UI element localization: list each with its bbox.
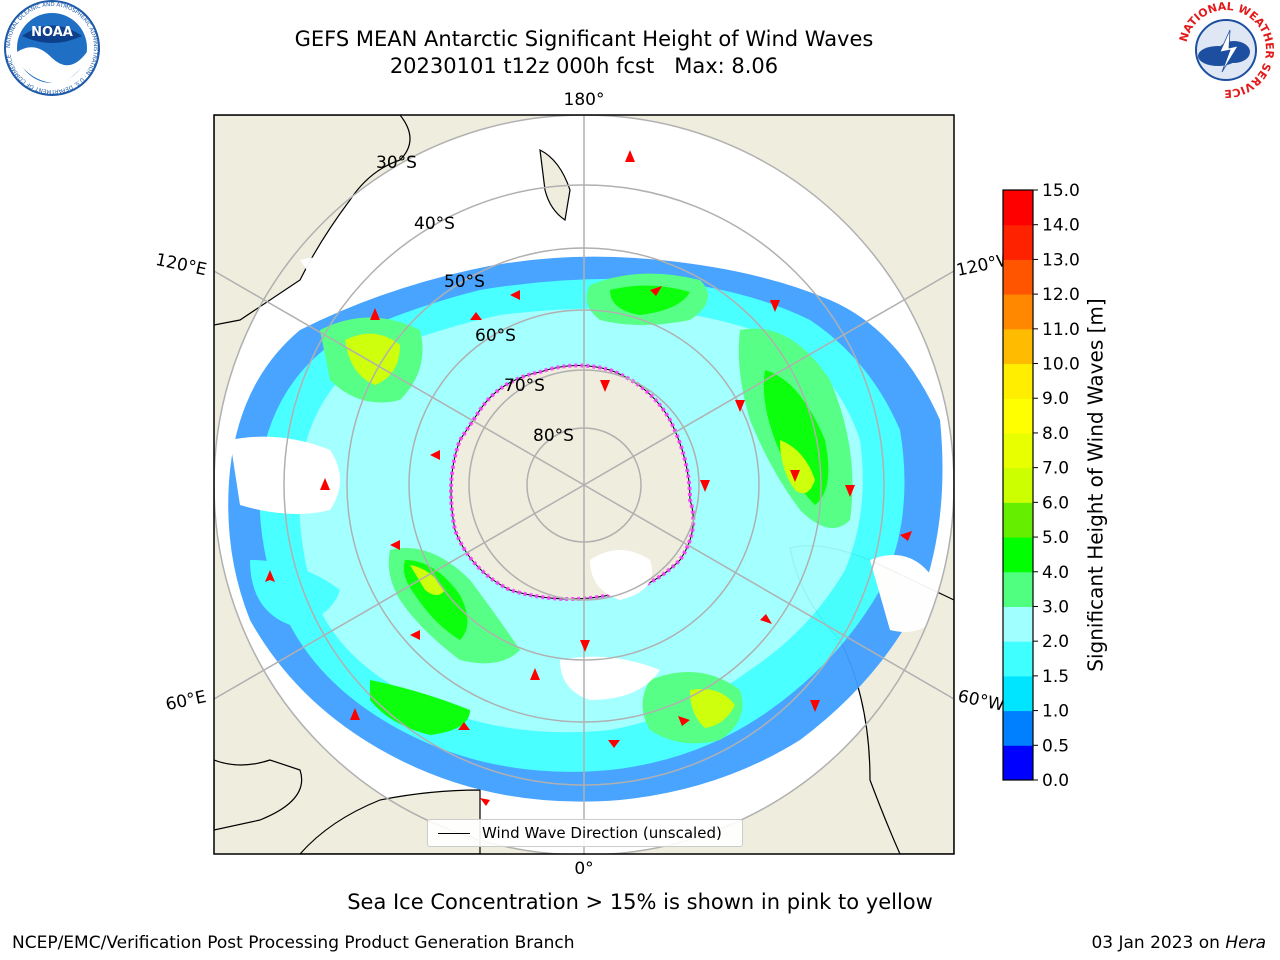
colorbar-tick-label: 15.0	[1042, 181, 1080, 201]
legend-line-sample	[438, 832, 470, 834]
colorbar-tick-label: 13.0	[1042, 250, 1080, 270]
colorbar-segment	[1003, 190, 1033, 226]
arrow	[790, 470, 800, 482]
noaa-logo: NOAA NATIONAL OCEANIC AND ATMOSPHERIC AD…	[4, 0, 100, 96]
colorbar: 0.0 0.5 1.0 1.5 2.0 3.0 4.0 5.0 6.0 7.0 8.0 9.0 10.0…	[1002, 181, 1080, 791]
footer-credit: NCEP/EMC/Verification Post Processing Pr…	[12, 933, 575, 953]
footer-machine: Hera	[1225, 933, 1266, 953]
arrow	[600, 380, 610, 392]
arrow	[760, 614, 772, 624]
arrow	[458, 722, 470, 730]
arrow	[410, 630, 420, 640]
lat-label-40s: 40°S	[414, 214, 455, 234]
colorbar-segment	[1003, 224, 1033, 260]
arrow	[265, 570, 275, 582]
colorbar-tick-label: 4.0	[1042, 563, 1069, 583]
plot-subtitle: 20230101 t12z 000h fcst Max: 8.06	[389, 54, 779, 78]
colorbar-segment	[1003, 259, 1033, 295]
sea-ice-edge	[449, 363, 696, 601]
colorbar-segment	[1003, 294, 1033, 330]
arrow	[700, 480, 710, 492]
lat-label-50s: 50°S	[444, 272, 485, 292]
colorbar-segment	[1003, 641, 1033, 677]
arrow	[320, 478, 330, 490]
colorbar-segment	[1003, 502, 1033, 538]
colorbar-segment	[1003, 432, 1033, 469]
colorbar-segment	[1003, 328, 1033, 365]
lon-label-120e: 120°E	[154, 250, 209, 280]
colorbar-segment	[1003, 745, 1033, 781]
footer-date-text: 03 Jan 2023 on	[1091, 933, 1226, 953]
arrow	[580, 640, 590, 652]
colorbar-tick-label: 1.5	[1042, 667, 1069, 687]
colorbar-segment	[1003, 467, 1033, 503]
arrow	[390, 540, 400, 550]
lon-label-60e: 60°E	[164, 687, 208, 715]
colorbar-tick-label: 0.5	[1042, 736, 1069, 756]
colorbar-segment	[1003, 606, 1033, 642]
colorbar-segment	[1003, 537, 1033, 573]
meridian-60e-120w	[214, 270, 954, 700]
lat-label-60s: 60°S	[475, 326, 516, 346]
nws-logo: NATIONAL WEATHER SERVICE	[1177, 0, 1276, 100]
arrow	[430, 450, 440, 460]
colorbar-tick-label: 9.0	[1042, 389, 1069, 409]
arrow	[470, 312, 482, 320]
arrow	[770, 300, 780, 312]
lon-label-180: 180°	[564, 90, 605, 110]
colorbar-tick-label: 7.0	[1042, 459, 1069, 479]
madagascar-region	[214, 759, 303, 831]
colorbar-tick-label: 3.0	[1042, 597, 1069, 617]
arrow	[650, 286, 662, 296]
colorbar-tick-label: 8.0	[1042, 424, 1069, 444]
lat-label-70s: 70°S	[504, 376, 545, 396]
arrow	[350, 708, 360, 720]
colorbar-tick-label: 0.0	[1042, 771, 1069, 791]
colorbar-tick-label: 10.0	[1042, 355, 1080, 375]
arrow	[608, 740, 620, 748]
arrow	[480, 798, 490, 806]
arrow	[678, 716, 690, 726]
arrow	[625, 150, 635, 162]
colorbar-segment	[1003, 675, 1033, 712]
lat-label-80s: 80°S	[533, 426, 574, 446]
map-legend: Wind Wave Direction (unscaled)	[427, 819, 743, 847]
arrow	[510, 290, 520, 300]
plot-title: GEFS MEAN Antarctic Significant Height o…	[294, 27, 874, 51]
map-content	[214, 115, 954, 854]
sea-ice-caption: Sea Ice Concentration > 15% is shown in …	[347, 890, 933, 914]
arrow	[530, 668, 540, 680]
wave-direction-arrows	[265, 150, 912, 806]
new-zealand	[539, 148, 571, 222]
lat-label-30s: 30°S	[376, 153, 417, 173]
colorbar-tick-label: 1.0	[1042, 702, 1069, 722]
arrow	[845, 485, 855, 497]
map-frame	[213, 114, 955, 855]
colorbar-tick-label: 12.0	[1042, 285, 1080, 305]
colorbar-tick-label: 2.0	[1042, 632, 1069, 652]
latitude-labels: 30°S 40°S 50°S 60°S 70°S 80°S	[376, 153, 574, 446]
noaa-logo-text: NOAA	[31, 25, 73, 40]
colorbar-segment	[1003, 571, 1033, 607]
colorbar-tick-label: 6.0	[1042, 493, 1069, 513]
colorbar-tick-label: 5.0	[1042, 528, 1069, 548]
colorbar-segment	[1003, 363, 1033, 399]
graticule	[214, 115, 954, 854]
colorbar-label: Significant Height of Wind Waves [m]	[1083, 298, 1108, 672]
colorbar-tick-label: 11.0	[1042, 320, 1080, 340]
footer-date: 03 Jan 2023 on Hera	[1091, 933, 1266, 953]
legend-label: Wind Wave Direction (unscaled)	[482, 824, 722, 842]
lon-label-0: 0°	[574, 859, 593, 879]
australia	[214, 115, 411, 326]
arrow	[900, 531, 912, 541]
colorbar-segment	[1003, 398, 1033, 434]
colorbar-segment	[1003, 710, 1033, 746]
colorbar-frame	[1002, 189, 1034, 781]
colorbar-tick-label: 14.0	[1042, 216, 1080, 236]
arrow	[735, 400, 745, 412]
arrow	[810, 700, 820, 712]
arrow	[370, 308, 380, 320]
